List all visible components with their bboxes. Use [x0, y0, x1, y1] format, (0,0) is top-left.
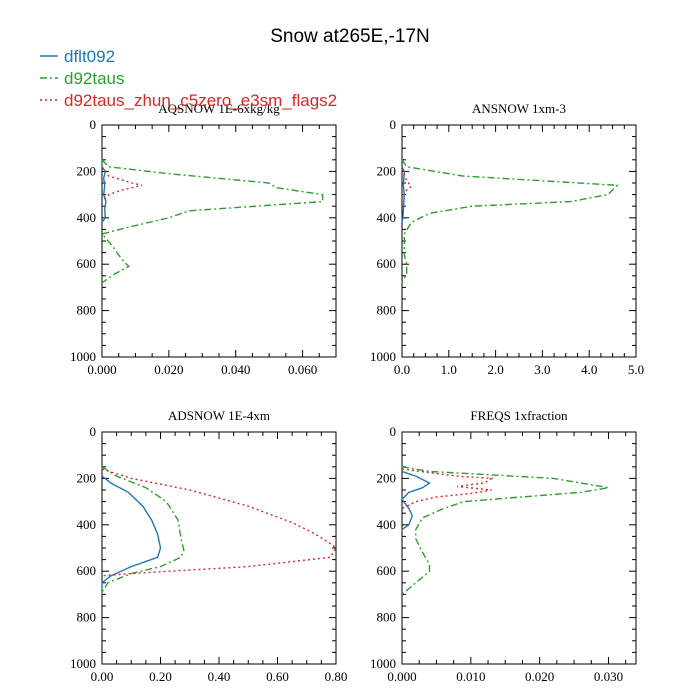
series-line-dflt092 [101, 162, 107, 223]
series-line-d92taus [401, 159, 619, 284]
series-line-d92taus-zhun-c5zero-e3sm-flags2 [401, 468, 494, 510]
series-line-d92taus [100, 159, 324, 284]
series-line-dflt092 [101, 475, 162, 595]
x-tick-label: 0.060 [288, 362, 317, 377]
y-tick-label: 200 [77, 163, 97, 178]
legend-label-d92taus: d92taus [64, 69, 125, 88]
plot-frame [401, 124, 637, 358]
x-tick-label: 0.0 [394, 362, 410, 377]
x-tick-label: 0.020 [525, 669, 554, 684]
y-tick-label: 0 [390, 117, 397, 132]
y-tick-label: 400 [77, 517, 97, 532]
y-tick-label: 1000 [370, 349, 396, 364]
y-tick-label: 0 [390, 424, 397, 439]
series-line-dflt092 [401, 470, 431, 530]
series-line-d92taus-zhun-c5zero-e3sm-flags2 [101, 468, 337, 577]
panel-title: AQSNOW 1E-6xkg/kg [158, 101, 280, 116]
x-tick-label: 5.0 [628, 362, 644, 377]
y-tick-label: 600 [377, 563, 397, 578]
y-tick-label: 800 [377, 303, 397, 318]
y-tick-label: 600 [377, 256, 397, 271]
x-tick-label: 0.000 [387, 669, 416, 684]
y-tick-label: 800 [377, 610, 397, 625]
y-tick-label: 200 [77, 470, 97, 485]
y-tick-label: 600 [77, 256, 97, 271]
x-tick-label: 0.20 [149, 669, 172, 684]
figure-title: Snow at265E,-17N [270, 26, 430, 47]
x-tick-label: 0.010 [456, 669, 485, 684]
panel-title: ADSNOW 1E-4xm [168, 408, 270, 423]
y-tick-label: 400 [377, 210, 397, 225]
series-line-d92taus [101, 466, 185, 593]
x-tick-label: 0.60 [266, 669, 289, 684]
y-tick-label: 600 [77, 563, 97, 578]
y-tick-label: 800 [77, 303, 97, 318]
series-line-dflt092 [401, 166, 406, 223]
x-tick-label: 1.0 [441, 362, 457, 377]
y-tick-label: 0 [90, 117, 97, 132]
legend: dflt092 d92taus d92taus_zhun_c5zero_e3sm… [40, 47, 337, 110]
y-tick-label: 400 [377, 517, 397, 532]
legend-label-d92taus-zhun: d92taus_zhun_c5zero_e3sm_flags2 [64, 91, 337, 110]
y-tick-label: 1000 [70, 349, 96, 364]
y-tick-label: 800 [77, 610, 97, 625]
x-tick-label: 2.0 [487, 362, 503, 377]
series-line-d92taus [401, 466, 609, 595]
y-tick-label: 400 [77, 210, 97, 225]
x-tick-label: 0.030 [594, 669, 623, 684]
plot-frame [101, 431, 337, 665]
x-tick-label: 0.040 [221, 362, 250, 377]
series-line-d92taus-zhun-c5zero-e3sm-flags2 [101, 166, 143, 203]
x-tick-label: 0.80 [325, 669, 348, 684]
x-tick-label: 0.00 [91, 669, 114, 684]
x-tick-label: 4.0 [581, 362, 597, 377]
plot-frame [101, 124, 337, 358]
y-tick-label: 1000 [370, 656, 396, 671]
plot-frame [401, 431, 637, 665]
y-tick-label: 200 [377, 470, 397, 485]
panel-title: ANSNOW 1xm-3 [472, 101, 566, 116]
y-tick-label: 1000 [70, 656, 96, 671]
x-tick-label: 0.000 [87, 362, 116, 377]
panel-title: FREQS 1xfraction [470, 408, 568, 423]
legend-label-dflt092: dflt092 [64, 47, 115, 66]
y-tick-label: 200 [377, 163, 397, 178]
y-tick-label: 0 [90, 424, 97, 439]
x-tick-label: 3.0 [534, 362, 550, 377]
x-tick-label: 0.020 [154, 362, 183, 377]
x-tick-label: 0.40 [208, 669, 231, 684]
